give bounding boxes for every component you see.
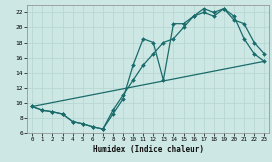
X-axis label: Humidex (Indice chaleur): Humidex (Indice chaleur) [93,145,204,154]
